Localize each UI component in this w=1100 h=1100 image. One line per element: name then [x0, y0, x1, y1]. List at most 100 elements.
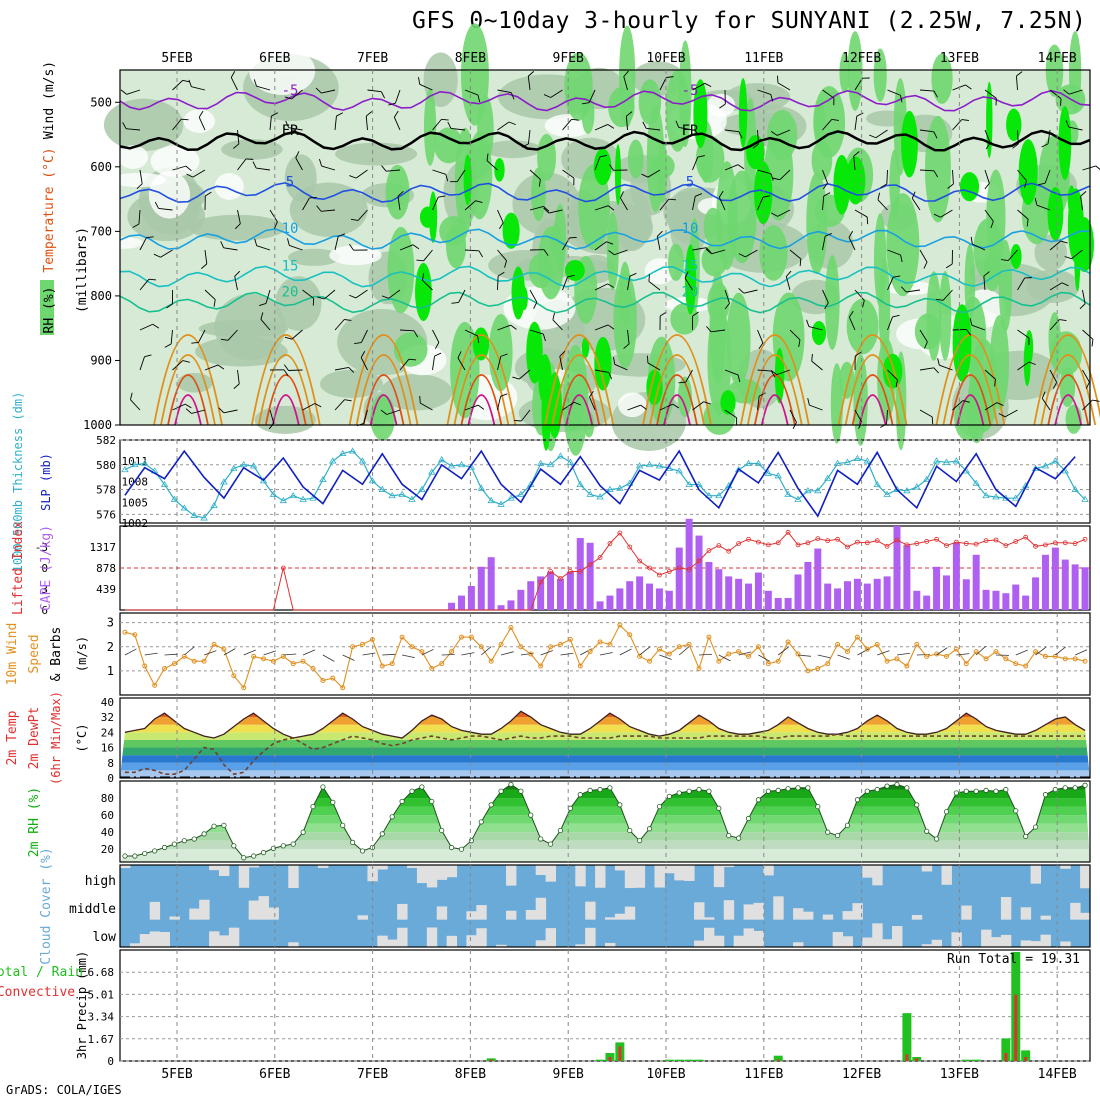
- wind-barb-flag: [344, 319, 352, 321]
- wind-barb-shaft: [854, 209, 868, 218]
- wind-barb-flag: [397, 190, 404, 197]
- wind-barb-flag: [1034, 198, 1038, 206]
- wind-barb: [969, 318, 986, 331]
- wind-barb-shaft: [265, 289, 271, 304]
- wind10m-marker: [765, 661, 771, 667]
- rh-marker: [1042, 792, 1049, 798]
- rh-shade-moist: [537, 133, 557, 181]
- wind-barb: [648, 274, 661, 291]
- wind-barb-flag: [245, 158, 254, 160]
- wind-barb: [984, 129, 991, 150]
- wind10m-barb: [421, 648, 434, 656]
- slp-tick-label: 1002: [122, 517, 149, 530]
- rh-marker: [310, 803, 316, 810]
- wind-barb-shaft: [724, 129, 739, 133]
- cloud-gap: [793, 942, 804, 947]
- wind-barb-flag: [629, 272, 637, 277]
- wind-barb-shaft: [919, 367, 934, 371]
- precip-convective-bar: [608, 1057, 612, 1061]
- rh-marker: [458, 846, 465, 852]
- wind-barb: [608, 164, 628, 171]
- wind-barb: [594, 283, 615, 291]
- wind-barb-shaft: [1049, 89, 1062, 99]
- wind10m-marker: [953, 646, 959, 652]
- wind10m-marker: [666, 651, 672, 657]
- cape-bar: [982, 589, 990, 610]
- cape-bar: [646, 583, 654, 610]
- precip-total-bar: [694, 1059, 704, 1061]
- wind-barb: [692, 82, 712, 91]
- wind-barb-shaft: [497, 89, 512, 94]
- wind-barb-flag: [201, 263, 208, 269]
- wind-barb: [253, 79, 271, 91]
- wind-barb: [777, 75, 791, 91]
- thickness-marker: [269, 490, 278, 497]
- wind-barb-shaft: [971, 324, 986, 331]
- wind-barb: [806, 319, 823, 331]
- wind-barb-flag: [848, 230, 854, 238]
- cloud-gap: [1030, 941, 1042, 947]
- wind-barb-flag: [1016, 71, 1023, 77]
- wind-barb-shaft: [625, 116, 628, 131]
- wind-barb-flag: [697, 155, 705, 158]
- wind10m-marker: [548, 644, 554, 650]
- lifted-index-marker: [944, 543, 949, 548]
- wind-barb-shaft: [139, 237, 147, 251]
- cloud-gap: [723, 865, 735, 868]
- cloud-gap: [713, 935, 725, 947]
- wind-barb-flag: [678, 381, 686, 384]
- wind-barb-flag: [718, 190, 724, 198]
- wind-barb-flag: [799, 258, 802, 267]
- wind-barb: [1063, 89, 1083, 95]
- wind-barb-shaft: [230, 77, 238, 91]
- wind-barb: [887, 369, 898, 388]
- rh-shade-saturated: [959, 172, 980, 202]
- upper-air-ytick-label: 500: [90, 95, 112, 109]
- wind-barb-shaft: [678, 126, 693, 131]
- wind-barb: [933, 209, 953, 218]
- wind-barb: [268, 409, 275, 430]
- thickness-marker: [338, 449, 347, 457]
- wind-barb-flag: [893, 275, 901, 278]
- wind-barb-shaft: [1082, 369, 1090, 383]
- cloud-gap: [961, 905, 972, 920]
- rh-marker: [706, 788, 712, 794]
- wind-barb-flag: [923, 261, 928, 269]
- wind-barb: [1017, 277, 1032, 291]
- rh-shade-moist: [1045, 44, 1064, 97]
- surface-heating-contour: [746, 354, 803, 426]
- rh-marker: [646, 826, 653, 832]
- wind10m-barb-shaft: [639, 646, 651, 656]
- cloud-gap: [733, 935, 745, 947]
- wind-barb-flag: [122, 122, 127, 129]
- wind-barb-shaft: [1017, 209, 1029, 220]
- wind-barb: [581, 89, 596, 105]
- wind-barb-flag: [613, 357, 616, 365]
- wind10m-marker: [389, 661, 395, 667]
- wind-barb-flag: [543, 249, 549, 256]
- wind10m-barb-shaft: [243, 649, 256, 656]
- wind-barb-shaft: [887, 316, 893, 331]
- wind10m-marker: [290, 661, 296, 667]
- wind-barb-flag: [271, 112, 278, 117]
- wind-barb-flag: [1028, 337, 1030, 346]
- wind-barb-flag: [441, 118, 449, 121]
- wind-barb-flag: [283, 369, 289, 376]
- wind-barb: [186, 169, 206, 178]
- wind-barb-flag: [703, 401, 711, 405]
- wind-barb: [724, 129, 743, 139]
- wind-barb-flag: [719, 103, 726, 109]
- wind-barb: [139, 323, 160, 331]
- thickness-marker: [329, 457, 337, 464]
- rh-marker: [676, 790, 682, 796]
- wind-barb: [527, 71, 535, 91]
- credit-label: GrADS: COLA/IGES: [6, 1083, 122, 1097]
- wind10m-barb-shaft: [164, 653, 178, 656]
- cloud-gap: [941, 865, 952, 885]
- wind-barb: [120, 89, 141, 95]
- wind-barb-shaft: [126, 128, 141, 131]
- cloud-gap: [397, 927, 408, 947]
- wind10m-barb: [797, 654, 811, 657]
- wind-barb-flag: [418, 77, 421, 85]
- wind-barb-flag: [626, 111, 633, 117]
